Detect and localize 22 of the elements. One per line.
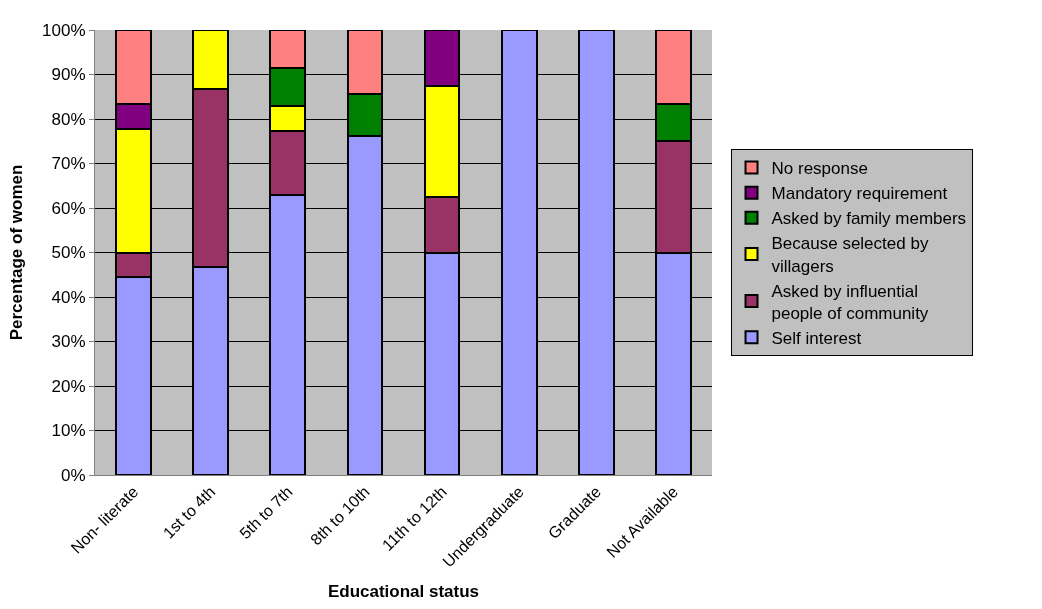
y-tick-label: 100% xyxy=(42,20,86,40)
y-tick-label: 60% xyxy=(51,198,86,218)
y-tick-label: 30% xyxy=(51,332,86,352)
legend-label: Because selected by villagers xyxy=(771,234,929,276)
legend-label: No response xyxy=(771,159,868,179)
x-axis-title: Educational status xyxy=(327,581,480,601)
y-tick-label: 80% xyxy=(51,109,86,129)
y-tick-label: 50% xyxy=(51,243,86,263)
y-tick-label: 70% xyxy=(51,154,86,174)
x-tick-label: 1st to 4th xyxy=(159,482,219,542)
y-tick-label: 0% xyxy=(61,465,86,485)
y-tick-label: 20% xyxy=(51,376,86,396)
y-axis-title: Percentage of women xyxy=(6,164,26,341)
x-tick-label: 5th to 7th xyxy=(236,482,296,543)
y-tick-label: 90% xyxy=(51,65,86,85)
y-tick-label: 40% xyxy=(51,287,86,307)
x-tick-label: 8th to 10th xyxy=(307,482,373,549)
legend-label: Mandatory requirement xyxy=(771,184,948,204)
y-tick-label: 10% xyxy=(51,421,86,441)
legend-label: Asked by family members xyxy=(771,209,967,229)
legend-label: Asked by influential people of community xyxy=(771,281,929,323)
legend-label: Self interest xyxy=(771,328,862,348)
